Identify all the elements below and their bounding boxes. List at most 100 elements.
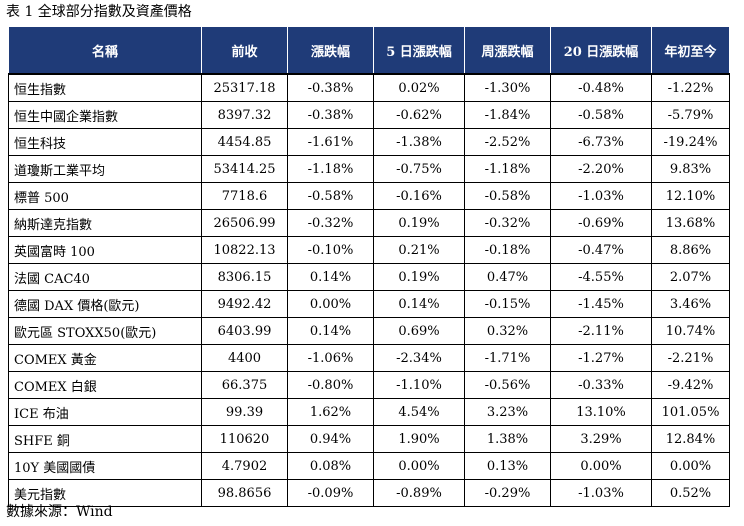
cell-change: -0.38% [287,73,374,102]
cell-20d-change: 3.29% [550,425,652,453]
cell-5d-change: -0.16% [373,182,465,210]
cell-5d-change: 0.21% [373,236,465,264]
cell-ytd: 10.74% [651,317,730,345]
cell-20d-change: -1.03% [550,479,652,507]
cell-weekly-change: -2.52% [464,128,551,156]
cell-20d-change: -0.47% [550,236,652,264]
cell-change: -0.10% [287,236,374,264]
cell-ytd: -9.42% [651,371,730,399]
cell-ytd: 0.00% [651,452,730,480]
cell-20d-change: 13.10% [550,398,652,426]
cell-name: 10Y 美國國債 [8,452,202,480]
cell-change: 0.14% [287,263,374,291]
table-row: SHFE 銅 110620 0.94% 1.90% 1.38% 3.29% 12.84% [8,425,730,453]
cell-20d-change: -1.03% [550,182,652,210]
cell-5d-change: 0.19% [373,263,465,291]
cell-prev-close: 26506.99 [201,209,288,237]
table-row: ICE 布油 99.39 1.62% 4.54% 3.23% 13.10% 101.05% [8,398,730,426]
cell-ytd: 0.52% [651,479,730,507]
cell-prev-close: 99.39 [201,398,288,426]
cell-change: 0.14% [287,317,374,345]
cell-ytd: 12.84% [651,425,730,453]
column-header-weekly-change: 周漲跌幅 [464,26,551,75]
cell-change: -1.06% [287,344,374,372]
table-row: 標普 500 7718.6 -0.58% -0.16% -0.58% -1.03% 12.1… [8,182,730,210]
cell-change: -1.61% [287,128,374,156]
cell-prev-close: 8397.32 [201,101,288,129]
cell-name: ICE 布油 [8,398,202,426]
table-row: 道瓊斯工業平均 53414.25 -1.18% -0.75% -1.18% -2.20% 9… [8,155,730,183]
cell-name: 恒生中國企業指數 [8,101,202,129]
cell-name: COMEX 黃金 [8,344,202,372]
cell-name: 納斯達克指數 [8,209,202,237]
cell-change: 0.00% [287,290,374,318]
cell-name: 英國富時 100 [8,236,202,264]
cell-weekly-change: 0.32% [464,317,551,345]
cell-20d-change: -1.27% [550,344,652,372]
cell-5d-change: 0.69% [373,317,465,345]
table-row: 恒生中國企業指數 8397.32 -0.38% -0.62% -1.84% -0.58% -… [8,101,730,129]
cell-ytd: -1.22% [651,73,730,102]
cell-weekly-change: -0.18% [464,236,551,264]
cell-prev-close: 110620 [201,425,288,453]
cell-name: 道瓊斯工業平均 [8,155,202,183]
cell-5d-change: 0.02% [373,73,465,102]
table-row: 恒生指數 25317.18 -0.38% 0.02% -1.30% -0.48% -1.22… [8,73,730,102]
cell-weekly-change: 1.38% [464,425,551,453]
cell-prev-close: 66.375 [201,371,288,399]
cell-prev-close: 4.7902 [201,452,288,480]
cell-change: -0.38% [287,101,374,129]
table-row: 納斯達克指數 26506.99 -0.32% 0.19% -0.32% -0.69% 13.… [8,209,730,237]
cell-prev-close: 7718.6 [201,182,288,210]
cell-5d-change: -1.10% [373,371,465,399]
cell-change: -0.32% [287,209,374,237]
column-header-change: 漲跌幅 [287,26,374,75]
cell-change: -0.80% [287,371,374,399]
cell-change: -0.09% [287,479,374,507]
cell-weekly-change: -1.71% [464,344,551,372]
cell-ytd: 2.07% [651,263,730,291]
cell-prev-close: 4454.85 [201,128,288,156]
cell-ytd: -2.21% [651,344,730,372]
cell-name: 標普 500 [8,182,202,210]
cell-ytd: -19.24% [651,128,730,156]
cell-weekly-change: -0.29% [464,479,551,507]
cell-5d-change: 0.14% [373,290,465,318]
cell-weekly-change: 3.23% [464,398,551,426]
cell-20d-change: -0.33% [550,371,652,399]
cell-5d-change: -0.62% [373,101,465,129]
cell-name: COMEX 白銀 [8,371,202,399]
cell-5d-change: -0.75% [373,155,465,183]
table-row: 德國 DAX 價格(歐元) 9492.42 0.00% 0.14% -0.15% -1.4… [8,290,730,318]
cell-name: 德國 DAX 價格(歐元) [8,290,202,318]
column-header-prev-close: 前收 [201,26,288,75]
cell-weekly-change: 0.47% [464,263,551,291]
cell-5d-change: -0.89% [373,479,465,507]
cell-20d-change: -4.55% [550,263,652,291]
cell-change: 1.62% [287,398,374,426]
cell-ytd: -5.79% [651,101,730,129]
market-data-table: 名稱 前收 漲跌幅 5 日漲跌幅 周漲跌幅 20 日漲跌幅 年初至今 恒生指數 2… [8,26,730,507]
cell-5d-change: 1.90% [373,425,465,453]
table-row: 歐元區 STOXX50(歐元) 6403.99 0.14% 0.69% 0.32% -2.… [8,317,730,345]
cell-5d-change: 4.54% [373,398,465,426]
cell-ytd: 13.68% [651,209,730,237]
cell-name: 恒生科技 [8,128,202,156]
cell-weekly-change: -1.30% [464,73,551,102]
table-row: 美元指數 98.8656 -0.09% -0.89% -0.29% -1.03% 0.52% [8,479,730,507]
cell-5d-change: 0.19% [373,209,465,237]
cell-weekly-change: -0.32% [464,209,551,237]
column-header-5d-change: 5 日漲跌幅 [373,26,465,75]
data-source-note: 數據來源：Wind [6,504,113,520]
table-caption: 表 1 全球部分指數及資產價格 [6,4,192,20]
cell-name: 歐元區 STOXX50(歐元) [8,317,202,345]
cell-change: -1.18% [287,155,374,183]
cell-weekly-change: -1.18% [464,155,551,183]
table-header-row: 名稱 前收 漲跌幅 5 日漲跌幅 周漲跌幅 20 日漲跌幅 年初至今 [8,26,730,75]
cell-5d-change: -1.38% [373,128,465,156]
column-header-ytd: 年初至今 [651,26,730,75]
cell-20d-change: 0.00% [550,452,652,480]
cell-20d-change: -1.45% [550,290,652,318]
cell-20d-change: -0.58% [550,101,652,129]
cell-weekly-change: -0.15% [464,290,551,318]
